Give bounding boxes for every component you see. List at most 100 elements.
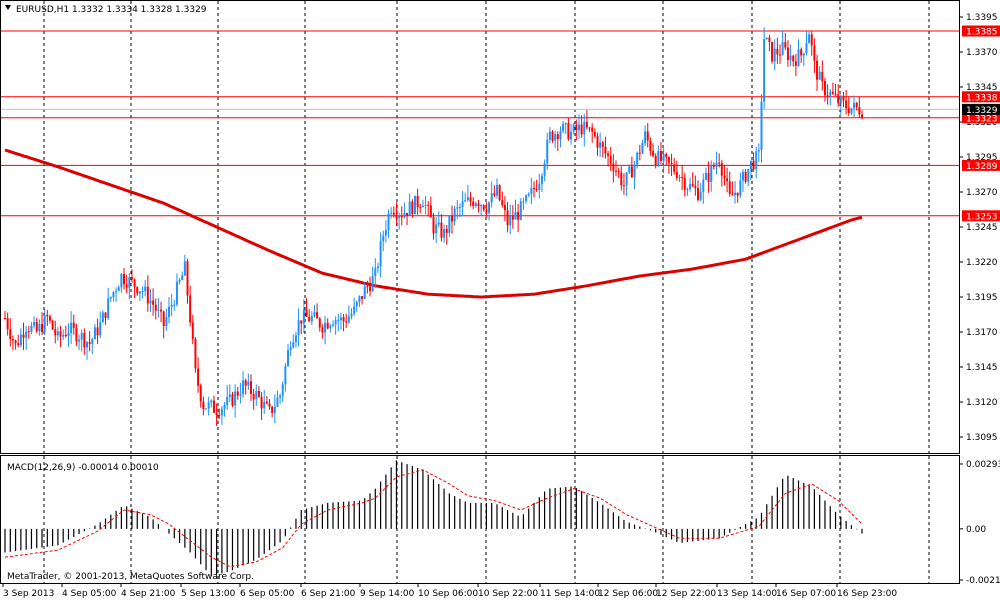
symbol-dropdown-icon[interactable] [5,5,11,10]
level-badge [962,210,1000,222]
candle [451,205,454,234]
candle [35,317,38,334]
time-tick: 16 Sep 23:00 [837,589,897,599]
candle [170,293,173,316]
candle [683,172,686,197]
candle [567,117,570,141]
symbol-header: EURUSD,H1 1.3332 1.3334 1.3328 1.3329 [16,5,207,15]
candle [741,169,744,192]
candle [437,211,440,228]
candle [157,298,160,318]
candle [297,308,300,347]
candle [546,132,549,170]
candle [808,31,811,44]
time-tick: 4 Sep 05:00 [62,589,117,599]
candle [308,309,311,322]
candle [644,125,647,147]
candle [421,199,424,208]
candle [633,160,636,190]
time-tick: 4 Sep 21:00 [121,589,176,599]
candle [448,215,451,237]
candle [284,363,287,392]
candle [517,203,520,233]
level-label: 1.3385 [966,28,998,38]
candle [662,148,665,174]
candle [318,316,321,332]
candle [398,212,401,230]
candle [858,96,861,118]
candle [853,95,856,118]
candle [495,178,498,199]
candle [78,334,81,351]
candle [11,335,14,351]
candle [260,392,263,420]
candle [607,151,610,167]
candle [726,167,729,193]
candle [583,113,586,147]
candle [816,54,819,91]
candle [178,277,181,285]
macd-pane[interactable] [0,455,960,584]
candle [99,311,102,339]
candle [826,84,829,105]
candle [678,174,681,182]
candle [382,230,385,252]
price-tick: 1.3245 [966,223,998,233]
candle [326,318,329,330]
moving-average [4,148,863,299]
candle [160,301,163,322]
candle [236,387,239,400]
candle [14,339,17,350]
candle [797,39,800,67]
candle [601,140,604,158]
candle [800,47,803,63]
candle [749,160,752,181]
candle [773,39,776,71]
candle [591,123,594,143]
candle [371,266,374,293]
candle [413,195,416,215]
candle [334,316,337,335]
level-label: 1.3289 [966,162,998,172]
candle [461,190,464,217]
candle [527,192,530,197]
candle [432,213,435,240]
candle [805,31,808,56]
candle [533,181,536,198]
candle [752,152,755,172]
candle [239,382,242,404]
candle [530,177,533,205]
candle [837,84,840,107]
candle [186,258,189,304]
candle [427,201,430,217]
candle [104,312,107,325]
candle [247,373,250,390]
candle [51,319,54,330]
candle [551,130,554,143]
time-tick: 12 Sep 22:00 [656,589,716,599]
candle [107,287,110,320]
candle [630,156,633,178]
candle [734,180,737,204]
candle [525,194,528,204]
candle [384,220,387,243]
candle [207,396,210,416]
candle [823,77,826,102]
candle [226,384,229,410]
candle [175,273,178,307]
candle [681,165,684,190]
candle [731,181,734,196]
candle [636,151,639,169]
time-tick: 3 Sep 2013 [3,589,54,599]
horizontal-levels[interactable] [1,30,959,217]
candle [622,173,625,195]
candle [416,188,419,215]
candle [506,201,509,233]
price-tick: 1.3370 [966,48,998,58]
price-pane[interactable] [0,0,960,454]
candle [339,312,342,330]
time-tick: 6 Sep 05:00 [240,589,295,599]
candle [458,203,461,218]
time-tick: 13 Sep 14:00 [717,589,777,599]
